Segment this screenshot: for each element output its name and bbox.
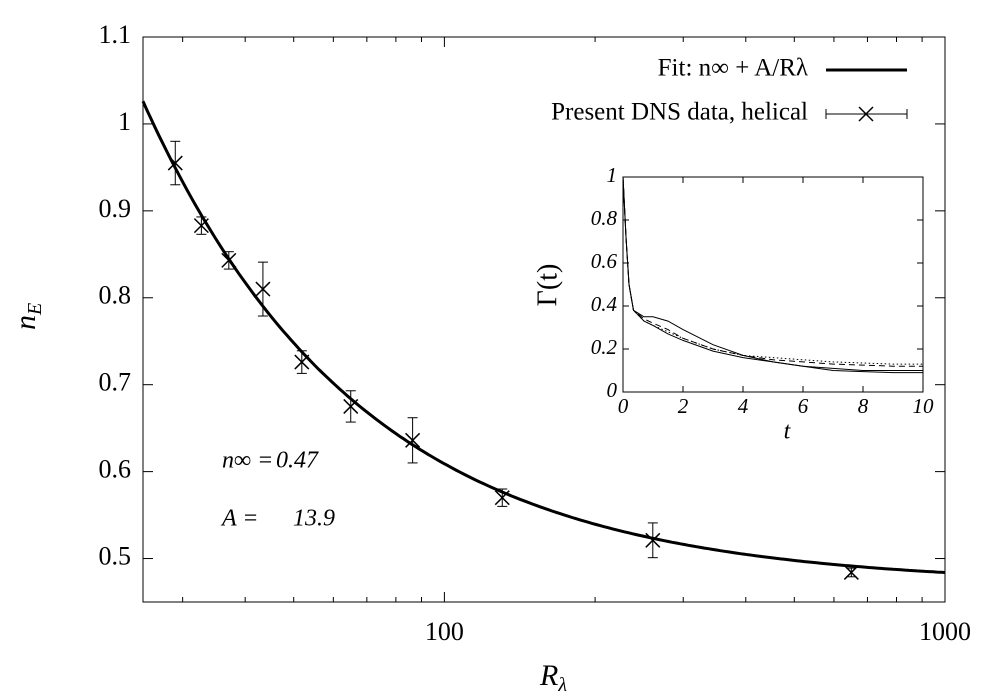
data-point [494,490,510,506]
inset-x-axis-label: t [784,419,792,445]
inset-x-tick-label: 4 [738,394,749,418]
marker-stroke [221,252,237,268]
data-point [294,354,310,370]
inset-frame [622,176,924,393]
inset-x-tick-label: 10 [913,394,935,418]
data-point [343,398,359,414]
y-tick-label: 0.8 [99,281,132,310]
inset-y-tick-label: 0 [607,378,618,402]
data-point [405,432,421,448]
marker-stroke [343,398,359,414]
inset-x-tick-label: 2 [678,394,689,418]
inset-y-tick-label: 0.6 [591,249,618,273]
annotation-value: 0.47 [276,448,319,474]
data-point [221,252,237,268]
marker-stroke [294,354,310,370]
marker-stroke [167,155,183,171]
data-point [167,155,183,171]
marker-stroke [843,564,859,580]
marker-stroke [858,106,874,122]
inset-line [622,176,923,371]
annotation-label: A = [220,506,258,532]
fit-curve [141,100,946,574]
legend-swatch [825,106,908,122]
annotation-value: 13.9 [293,506,335,532]
x-tick-label: 100 [425,617,464,646]
marker-stroke [645,532,661,548]
inset-y-tick-label: 0.8 [591,206,618,230]
y-tick-label: 0.7 [99,368,132,397]
inset-y-tick-label: 0.4 [591,292,618,316]
plot-frame [142,36,946,603]
marker-stroke [494,490,510,506]
data-point [843,564,859,580]
x-axis-label-base: R [539,659,558,692]
inset-y-tick-label: 0.2 [591,335,618,359]
data-point [193,218,209,234]
marker-stroke [193,218,209,234]
annotation-label: n∞ = [222,448,273,474]
x-axis-label: Rλ [539,659,567,696]
y-axis-label-base: n [9,315,42,330]
y-tick-label: 1.1 [99,20,132,49]
inset-x-tick-label: 8 [858,394,869,418]
marker-stroke [255,281,271,297]
y-axis-label-sub: E [24,303,46,316]
y-tick-label: 0.5 [99,542,132,571]
marker-stroke [405,432,421,448]
y-tick-label: 1 [118,107,131,136]
inset-y-tick-label: 1 [607,163,618,187]
inset-y-axis-label: Γ(t) [532,264,563,307]
inset-x-tick-label: 0 [618,394,629,418]
data-point [255,281,271,297]
legend-label: Fit: n∞ + A/Rλ [658,55,808,82]
y-axis-label: nE [9,303,46,330]
y-tick-label: 0.9 [99,194,132,223]
inset-x-tick-label: 6 [798,394,809,418]
legend-label: Present DNS data, helical [551,99,808,126]
y-tick-label: 0.6 [99,455,132,484]
data-point [645,532,661,548]
x-tick-label: 1000 [919,617,971,646]
x-axis-label-sub: λ [557,674,567,696]
